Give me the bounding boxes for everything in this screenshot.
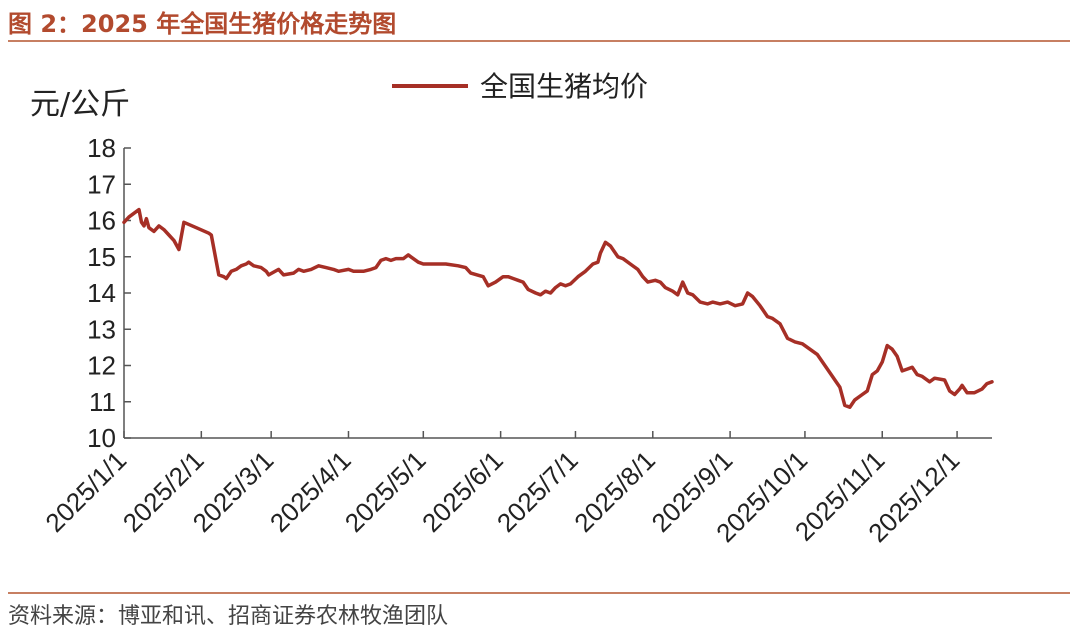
- y-tick-label: 11: [89, 387, 116, 417]
- figure-title: 图 2：2025 年全国生猪价格走势图: [8, 10, 397, 38]
- y-tick-label: 13: [87, 314, 116, 344]
- x-tick-label: 2025/5/1: [339, 445, 432, 538]
- y-tick-label: 15: [87, 242, 116, 272]
- x-tick-label: 2025/7/1: [491, 445, 584, 538]
- x-ticks: 2025/1/12025/2/12025/3/12025/4/12025/5/1…: [39, 431, 965, 548]
- x-tick-label: 2025/1/1: [39, 445, 132, 538]
- legend-label: 全国生猪均价: [480, 70, 648, 103]
- source-divider: [8, 592, 1070, 594]
- y-ticks: 10 11 12 13 14 15 16 17 18: [87, 133, 131, 453]
- y-tick-label: 14: [87, 278, 116, 308]
- y-unit-label: 元/公斤: [30, 87, 130, 122]
- y-tick-label: 10: [87, 423, 116, 453]
- x-tick-label: 2025/8/1: [568, 445, 661, 538]
- y-tick-label: 17: [87, 169, 116, 199]
- y-tick-label: 16: [87, 206, 116, 236]
- source-note: 资料来源：博亚和讯、招商证券农林牧渔团队: [8, 604, 449, 629]
- x-tick-label: 2025/4/1: [264, 445, 357, 538]
- title-divider: [8, 40, 1070, 42]
- y-tick-label: 12: [87, 351, 116, 381]
- y-tick-label: 18: [87, 133, 116, 163]
- series-line-national-hog-price: [122, 207, 994, 409]
- x-tick-label: 2025/6/1: [416, 445, 509, 538]
